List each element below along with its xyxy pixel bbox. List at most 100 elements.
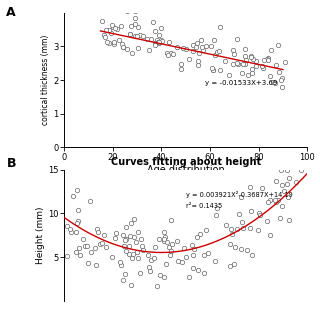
Point: [274, 63, 279, 68]
Point: [212, 37, 217, 43]
Point: [268, 74, 273, 79]
Point: [139, 236, 144, 241]
Point: [298, 167, 303, 172]
Point: [235, 37, 240, 42]
Text: A: A: [6, 6, 16, 20]
Point: [73, 250, 78, 255]
Point: [210, 68, 215, 73]
Point: [132, 235, 137, 240]
Point: [124, 9, 129, 14]
Point: [153, 42, 158, 47]
Point: [260, 65, 265, 70]
Point: [115, 26, 120, 31]
Point: [236, 212, 241, 217]
Point: [109, 254, 115, 259]
Point: [186, 274, 191, 279]
Point: [169, 248, 174, 253]
Point: [190, 242, 195, 247]
Point: [145, 36, 150, 42]
Point: [204, 228, 209, 233]
Point: [257, 211, 262, 216]
Point: [212, 52, 218, 57]
Point: [206, 250, 211, 255]
Point: [118, 262, 124, 267]
Point: [139, 244, 144, 249]
Point: [260, 63, 265, 68]
Point: [112, 39, 117, 44]
Point: [175, 44, 180, 49]
Point: [152, 40, 157, 45]
Point: [104, 27, 109, 32]
Point: [114, 230, 119, 235]
Point: [120, 277, 125, 283]
Point: [274, 199, 279, 204]
Point: [181, 246, 187, 251]
Point: [196, 58, 201, 63]
Point: [194, 41, 199, 46]
Point: [265, 58, 270, 63]
Point: [118, 23, 123, 28]
Point: [183, 47, 188, 52]
Point: [239, 195, 244, 200]
Point: [93, 262, 99, 267]
Point: [92, 245, 97, 251]
Point: [253, 58, 258, 63]
Point: [165, 52, 170, 57]
Point: [154, 284, 159, 289]
Point: [165, 50, 170, 55]
Point: [126, 251, 132, 256]
Point: [196, 50, 201, 55]
Point: [167, 252, 172, 257]
Point: [191, 246, 196, 252]
Point: [193, 44, 198, 50]
Point: [195, 235, 200, 240]
Point: [156, 41, 161, 46]
Point: [174, 238, 180, 243]
Point: [88, 250, 93, 255]
Point: [235, 60, 240, 65]
Text: r²= 0.1435: r²= 0.1435: [186, 203, 222, 209]
Point: [159, 37, 164, 43]
Point: [254, 63, 259, 68]
Point: [293, 179, 298, 184]
Text: y = -0.01533X+3.69: y = -0.01533X+3.69: [205, 80, 277, 86]
Point: [180, 259, 185, 264]
Y-axis label: Height (mm): Height (mm): [36, 206, 45, 264]
Point: [248, 208, 253, 213]
Point: [112, 235, 117, 240]
Point: [168, 51, 173, 56]
Point: [248, 53, 253, 58]
Point: [77, 252, 82, 258]
Point: [135, 230, 140, 235]
Point: [133, 240, 139, 245]
Point: [138, 32, 143, 37]
Point: [162, 230, 167, 235]
Point: [232, 244, 237, 250]
Point: [135, 250, 140, 255]
Point: [76, 218, 81, 223]
Point: [260, 185, 265, 190]
Point: [121, 45, 126, 50]
Point: [112, 42, 117, 47]
Point: [123, 271, 128, 276]
Point: [190, 49, 196, 54]
Point: [190, 252, 195, 258]
Point: [215, 49, 220, 54]
Point: [266, 199, 271, 204]
Point: [231, 262, 236, 267]
Point: [279, 183, 284, 188]
Point: [245, 72, 250, 77]
Point: [152, 28, 157, 33]
Point: [267, 232, 272, 237]
Point: [195, 62, 200, 68]
Point: [80, 237, 85, 242]
Point: [240, 219, 245, 224]
Point: [243, 57, 248, 62]
Point: [234, 226, 239, 231]
Point: [284, 167, 289, 172]
Point: [157, 39, 162, 44]
Point: [166, 245, 172, 250]
Point: [68, 230, 73, 235]
Point: [276, 43, 281, 48]
Point: [99, 18, 104, 23]
